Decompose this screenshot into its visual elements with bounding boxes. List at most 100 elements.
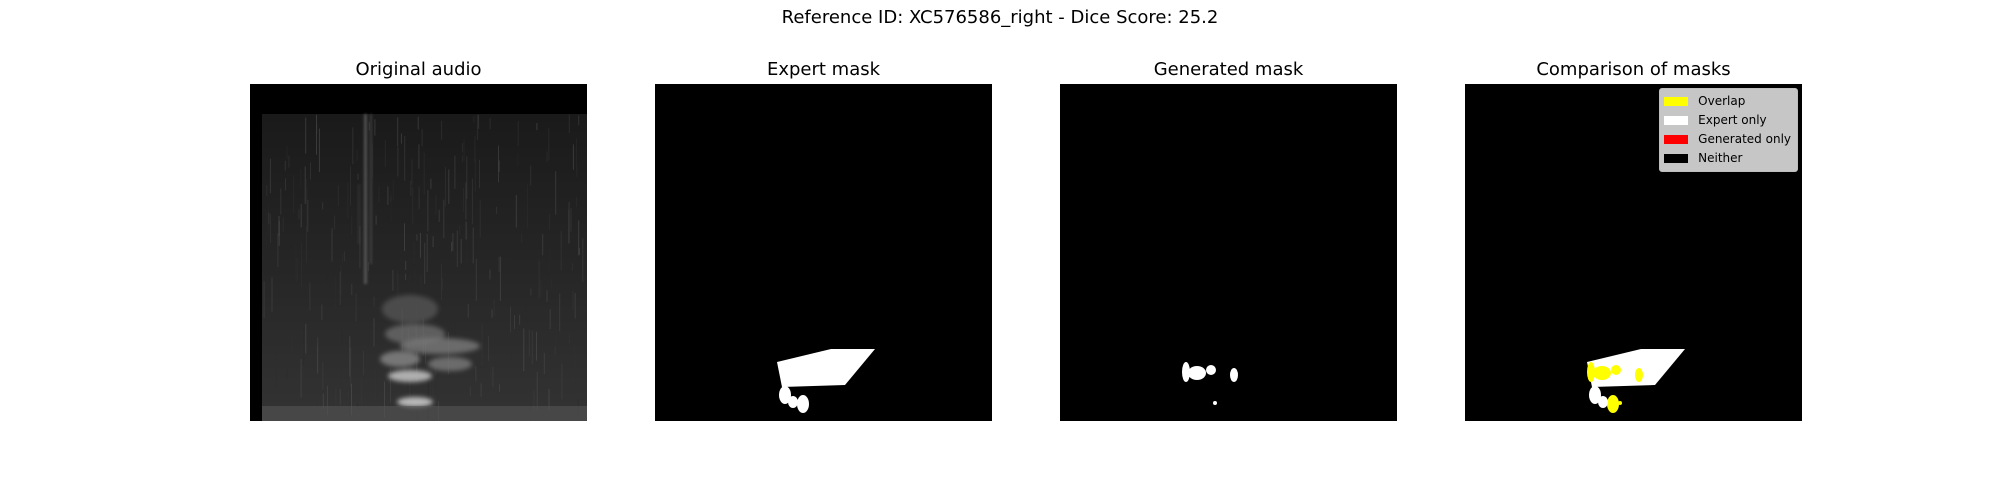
noise-streak [359, 226, 361, 269]
noise-streak [293, 175, 295, 214]
noise-streak [335, 278, 337, 309]
noise-streak [411, 159, 413, 185]
noise-streak [574, 373, 576, 389]
noise-streak [441, 121, 443, 140]
overlap-region [1607, 395, 1619, 413]
noise-streak [463, 139, 465, 162]
noise-streak [351, 383, 352, 416]
noise-streak [417, 116, 419, 130]
noise-streak [540, 279, 542, 297]
noise-streak [571, 263, 573, 271]
noise-streak [471, 178, 473, 225]
noise-streak [498, 256, 500, 272]
noise-streak [462, 155, 464, 163]
noise-streak [331, 228, 333, 262]
generated-mask-canvas [1060, 84, 1397, 421]
noise-streak [448, 169, 450, 204]
spectrogram-song-energy [380, 295, 480, 407]
noise-streak [499, 384, 500, 392]
noise-streak [533, 390, 535, 413]
noise-streak [378, 186, 380, 203]
noise-streak [536, 123, 538, 131]
noise-streak [466, 156, 468, 199]
noise-streak [416, 351, 418, 381]
noise-streak [266, 185, 268, 196]
legend-item-expert-only: Expert only [1664, 111, 1791, 130]
noise-streak [350, 347, 352, 386]
noise-streak [312, 287, 314, 298]
noise-streak [548, 388, 550, 411]
noise-streak [568, 209, 570, 244]
noise-streak [418, 186, 420, 209]
noise-streak [339, 389, 341, 405]
generated-region-blob [1230, 368, 1238, 382]
noise-streak [280, 188, 282, 215]
noise-streak [390, 367, 392, 403]
spectrogram-vertical-call [358, 114, 372, 284]
expert-mask-image [655, 84, 992, 421]
noise-streak [517, 121, 519, 146]
noise-streak [322, 202, 324, 210]
noise-streak [476, 114, 478, 141]
noise-streak [489, 354, 491, 400]
panel-expert-mask: Expert mask [655, 58, 992, 421]
noise-streak [305, 117, 307, 154]
noise-streak [400, 133, 402, 144]
legend-label: Expert only [1698, 113, 1767, 127]
noise-streak [478, 114, 480, 129]
noise-streak [576, 138, 578, 178]
noise-streak [582, 237, 584, 282]
noise-streak [424, 242, 426, 285]
expert-region-blob [788, 396, 798, 408]
figure-title: Reference ID: XC576586_right - Dice Scor… [781, 7, 1219, 28]
noise-streak [480, 383, 482, 397]
noise-streak [384, 381, 385, 418]
spectrogram-bottom-band [262, 406, 587, 421]
expert-region-main [777, 349, 875, 387]
noise-streak [475, 366, 477, 382]
noise-streak [454, 319, 456, 349]
noise-streak [305, 225, 307, 263]
noise-streak [418, 144, 420, 169]
noise-streak [357, 173, 359, 180]
expert-only-region [1587, 349, 1685, 387]
noise-streak [521, 233, 523, 243]
noise-streak [309, 282, 311, 311]
noise-streak [286, 145, 288, 160]
overlap-region [1587, 362, 1595, 382]
noise-streak [339, 271, 341, 305]
noise-streak [296, 258, 298, 281]
noise-streak [352, 127, 354, 165]
noise-streak [316, 114, 317, 155]
noise-streak [334, 215, 336, 230]
noise-streak [530, 288, 532, 296]
noise-streak [384, 140, 386, 167]
comparison-image: Overlap Expert only Generated only Neith… [1465, 84, 1802, 421]
noise-streak [472, 227, 474, 264]
noise-streak [339, 370, 341, 396]
noise-streak [530, 165, 532, 186]
noise-streak [519, 314, 521, 325]
noise-streak [288, 155, 290, 168]
noise-streak [414, 269, 416, 303]
spectrogram-image [250, 84, 587, 421]
noise-streak [286, 369, 288, 379]
noise-streak [305, 178, 307, 203]
noise-streak [426, 233, 428, 272]
legend-label: Generated only [1698, 132, 1791, 146]
noise-streak [443, 199, 445, 239]
generated-region-dot [1213, 401, 1217, 405]
legend-item-neither: Neither [1664, 149, 1791, 168]
noise-streak [498, 145, 499, 183]
noise-streak [368, 122, 370, 131]
noise-streak [578, 248, 580, 255]
noise-streak [356, 149, 358, 161]
noise-streak [559, 293, 561, 332]
panel-title: Original audio [355, 59, 482, 80]
generated-region-blob [1188, 366, 1206, 380]
noise-streak [481, 323, 483, 367]
noise-streak [548, 213, 550, 230]
noise-streak [360, 377, 362, 408]
noise-streak [326, 267, 328, 286]
noise-streak [390, 192, 392, 223]
